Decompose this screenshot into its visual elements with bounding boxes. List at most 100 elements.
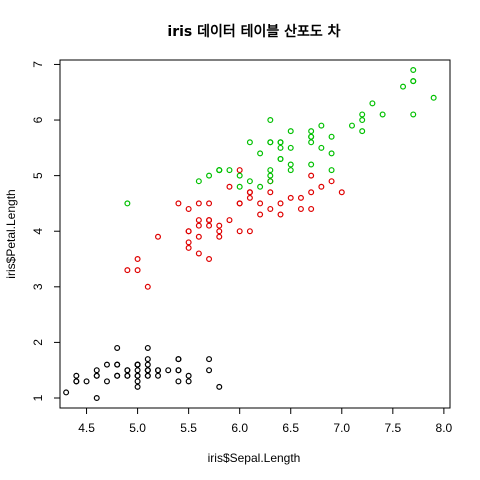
data-point (226, 183, 233, 190)
data-point (216, 383, 223, 390)
x-tick-label: 8.0 (436, 421, 453, 435)
data-point (175, 200, 182, 207)
data-point (246, 139, 253, 146)
data-point (287, 144, 294, 151)
data-point (124, 367, 131, 374)
data-point (257, 183, 264, 190)
data-point (195, 217, 202, 224)
y-axis-label: iris$Petal.Length (4, 189, 18, 278)
x-axis: 4.5 5.0 5.5 6.0 6.5 7.0 7.5 8.0 (78, 408, 453, 435)
data-point (226, 167, 233, 174)
data-point (206, 200, 213, 207)
data-point (236, 172, 243, 179)
x-tick-label: 6.5 (282, 421, 299, 435)
data-point (155, 367, 162, 374)
data-point (318, 144, 325, 151)
data-point (206, 217, 213, 224)
data-point (246, 228, 253, 235)
data-point (185, 239, 192, 246)
chart-title: iris 데이터 테이블 산포도 차 (167, 23, 340, 40)
data-point (328, 167, 335, 174)
data-point (236, 228, 243, 235)
plot-frame (59, 59, 451, 409)
data-point (297, 194, 304, 201)
data-point (93, 372, 100, 379)
data-point (267, 189, 274, 196)
data-point (124, 267, 131, 274)
data-point (287, 167, 294, 174)
data-point (175, 367, 182, 374)
data-point (379, 111, 386, 118)
data-point (318, 183, 325, 190)
data-point (216, 222, 223, 229)
data-point (195, 250, 202, 257)
data-point (185, 228, 192, 235)
data-point (267, 178, 274, 185)
data-point (144, 372, 151, 379)
data-point (400, 83, 407, 90)
data-point (134, 383, 141, 390)
data-point (114, 344, 121, 351)
data-point (236, 167, 243, 174)
x-axis-label: iris$Sepal.Length (208, 451, 301, 465)
data-point (257, 150, 264, 157)
data-point (195, 178, 202, 185)
data-point (410, 67, 417, 74)
y-tick-label: 1 (31, 394, 45, 401)
data-point (134, 267, 141, 274)
y-tick-label: 4 (31, 228, 45, 235)
data-point (134, 361, 141, 368)
data-point (318, 122, 325, 129)
data-point (175, 356, 182, 363)
data-point (277, 155, 284, 162)
y-tick-label: 2 (31, 339, 45, 346)
y-axis: 1 2 3 4 5 6 7 (31, 61, 60, 401)
data-point (144, 367, 151, 374)
data-point (216, 233, 223, 240)
data-point (144, 344, 151, 351)
data-point (267, 139, 274, 146)
data-point (206, 356, 213, 363)
data-point (287, 128, 294, 135)
data-point (155, 233, 162, 240)
data-point (308, 172, 315, 179)
data-point (103, 378, 110, 385)
data-point (308, 139, 315, 146)
data-point (308, 205, 315, 212)
data-point (206, 367, 213, 374)
data-point (195, 222, 202, 229)
data-point (277, 200, 284, 207)
data-point (359, 111, 366, 118)
data-point (195, 200, 202, 207)
data-point (236, 200, 243, 207)
data-point (73, 372, 80, 379)
data-point (359, 128, 366, 135)
x-tick-label: 4.5 (78, 421, 95, 435)
data-point (165, 367, 172, 374)
data-point (144, 283, 151, 290)
x-tick-label: 7.0 (333, 421, 350, 435)
data-point (134, 378, 141, 385)
data-point (348, 122, 355, 129)
data-point (93, 394, 100, 401)
data-point (257, 211, 264, 218)
data-point (308, 133, 315, 140)
data-point (257, 200, 264, 207)
data-point (216, 228, 223, 235)
data-point (195, 233, 202, 240)
x-tick-label: 6.0 (231, 421, 248, 435)
data-point (114, 372, 121, 379)
x-tick-label: 5.5 (180, 421, 197, 435)
data-point (338, 189, 345, 196)
data-point (430, 94, 437, 101)
data-point (175, 378, 182, 385)
data-point (144, 356, 151, 363)
x-tick-label: 5.0 (129, 421, 146, 435)
data-point (328, 178, 335, 185)
data-point (124, 372, 131, 379)
data-point (103, 361, 110, 368)
data-point (308, 128, 315, 135)
data-point (134, 372, 141, 379)
data-point (73, 378, 80, 385)
